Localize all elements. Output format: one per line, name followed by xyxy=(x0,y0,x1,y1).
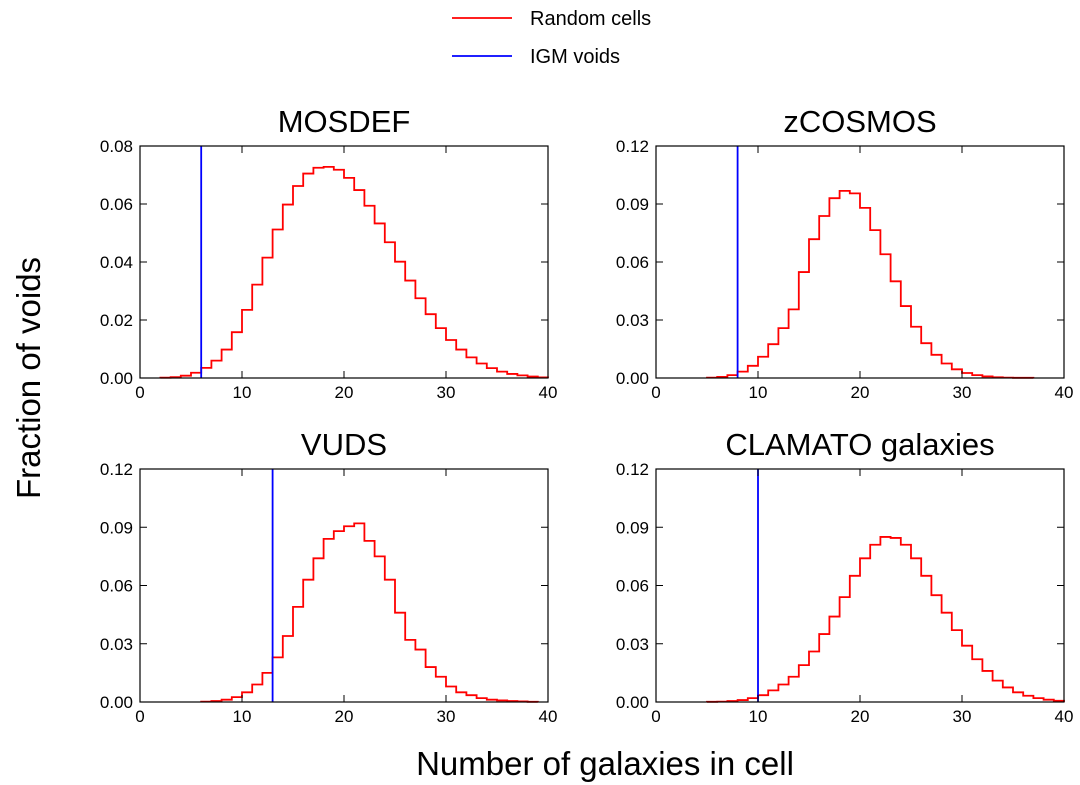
panel-4: CLAMATO galaxies 0 10 20 30 40 0.00 0.03 0.06 0.0… xyxy=(616,427,1074,726)
y-tick-label: 0.00 xyxy=(100,693,133,712)
x-tick-label: 10 xyxy=(749,383,768,402)
y-tick-label: 0.04 xyxy=(100,253,133,272)
y-tick-label: 0.06 xyxy=(100,195,133,214)
x-tick-label: 40 xyxy=(539,383,558,402)
x-tick-label: 0 xyxy=(135,383,144,402)
x-tick-label: 0 xyxy=(651,707,660,726)
legend-label-igm-voids: IGM voids xyxy=(530,46,620,68)
legend-label-random-cells: Random cells xyxy=(530,8,651,30)
x-tick-label: 20 xyxy=(851,383,870,402)
y-tick-label: 0.09 xyxy=(616,195,649,214)
random-cells-histogram xyxy=(706,536,1065,703)
y-tick-label: 0.12 xyxy=(100,460,133,479)
panel-1: MOSDEF 0 10 20 30 40 0.00 0.02 0.04 0.06 0.08 xyxy=(100,104,558,402)
x-tick-label: 10 xyxy=(749,707,768,726)
panel-title: CLAMATO galaxies xyxy=(725,427,994,462)
random-cells-histogram xyxy=(706,189,1035,379)
panel-title: MOSDEF xyxy=(278,104,411,139)
panel-title: VUDS xyxy=(301,427,387,462)
y-axis-label: Fraction of voids xyxy=(10,257,47,499)
random-cells-histogram xyxy=(200,522,539,703)
panel-3: VUDS 0 10 20 30 40 0.00 0.03 0.06 0.09 0.12 xyxy=(100,427,558,726)
y-tick-label: 0.12 xyxy=(616,460,649,479)
panel-2: zCOSMOS 0 10 20 30 40 0.00 0.03 0.06 0.09 0.12 xyxy=(616,104,1074,402)
x-tick-label: 40 xyxy=(1055,707,1074,726)
y-tick-label: 0.02 xyxy=(100,311,133,330)
x-tick-label: 30 xyxy=(953,383,972,402)
y-tick-label: 0.00 xyxy=(616,693,649,712)
y-tick-label: 0.00 xyxy=(616,369,649,388)
y-tick-label: 0.03 xyxy=(100,635,133,654)
y-tick-label: 0.03 xyxy=(616,635,649,654)
x-tick-label: 30 xyxy=(437,707,456,726)
x-tick-label: 40 xyxy=(1055,383,1074,402)
x-tick-label: 0 xyxy=(135,707,144,726)
panel-frame xyxy=(655,145,1065,379)
x-tick-label: 30 xyxy=(953,707,972,726)
x-tick-label: 0 xyxy=(651,383,660,402)
x-axis-label: Number of galaxies in cell xyxy=(416,745,794,782)
panels: MOSDEF 0 10 20 30 40 0.00 0.02 0.04 0.06 0.08 zCOSM… xyxy=(100,104,1074,726)
y-tick-label: 0.09 xyxy=(616,518,649,537)
y-tick-label: 0.09 xyxy=(100,518,133,537)
panel-frame xyxy=(655,468,1065,703)
random-cells-histogram xyxy=(159,165,549,379)
y-tick-label: 0.12 xyxy=(616,137,649,156)
x-tick-label: 20 xyxy=(851,707,870,726)
x-tick-label: 10 xyxy=(233,707,252,726)
y-tick-label: 0.06 xyxy=(616,577,649,596)
y-tick-label: 0.06 xyxy=(616,253,649,272)
x-tick-label: 40 xyxy=(539,707,558,726)
x-tick-label: 20 xyxy=(335,707,354,726)
x-tick-label: 20 xyxy=(335,383,354,402)
y-tick-label: 0.08 xyxy=(100,137,133,156)
y-tick-label: 0.00 xyxy=(100,369,133,388)
panel-title: zCOSMOS xyxy=(783,104,936,139)
legend: Random cells IGM voids xyxy=(452,8,651,68)
panel-frame xyxy=(139,468,549,703)
x-tick-label: 30 xyxy=(437,383,456,402)
y-tick-label: 0.03 xyxy=(616,311,649,330)
x-tick-label: 10 xyxy=(233,383,252,402)
y-tick-label: 0.06 xyxy=(100,577,133,596)
